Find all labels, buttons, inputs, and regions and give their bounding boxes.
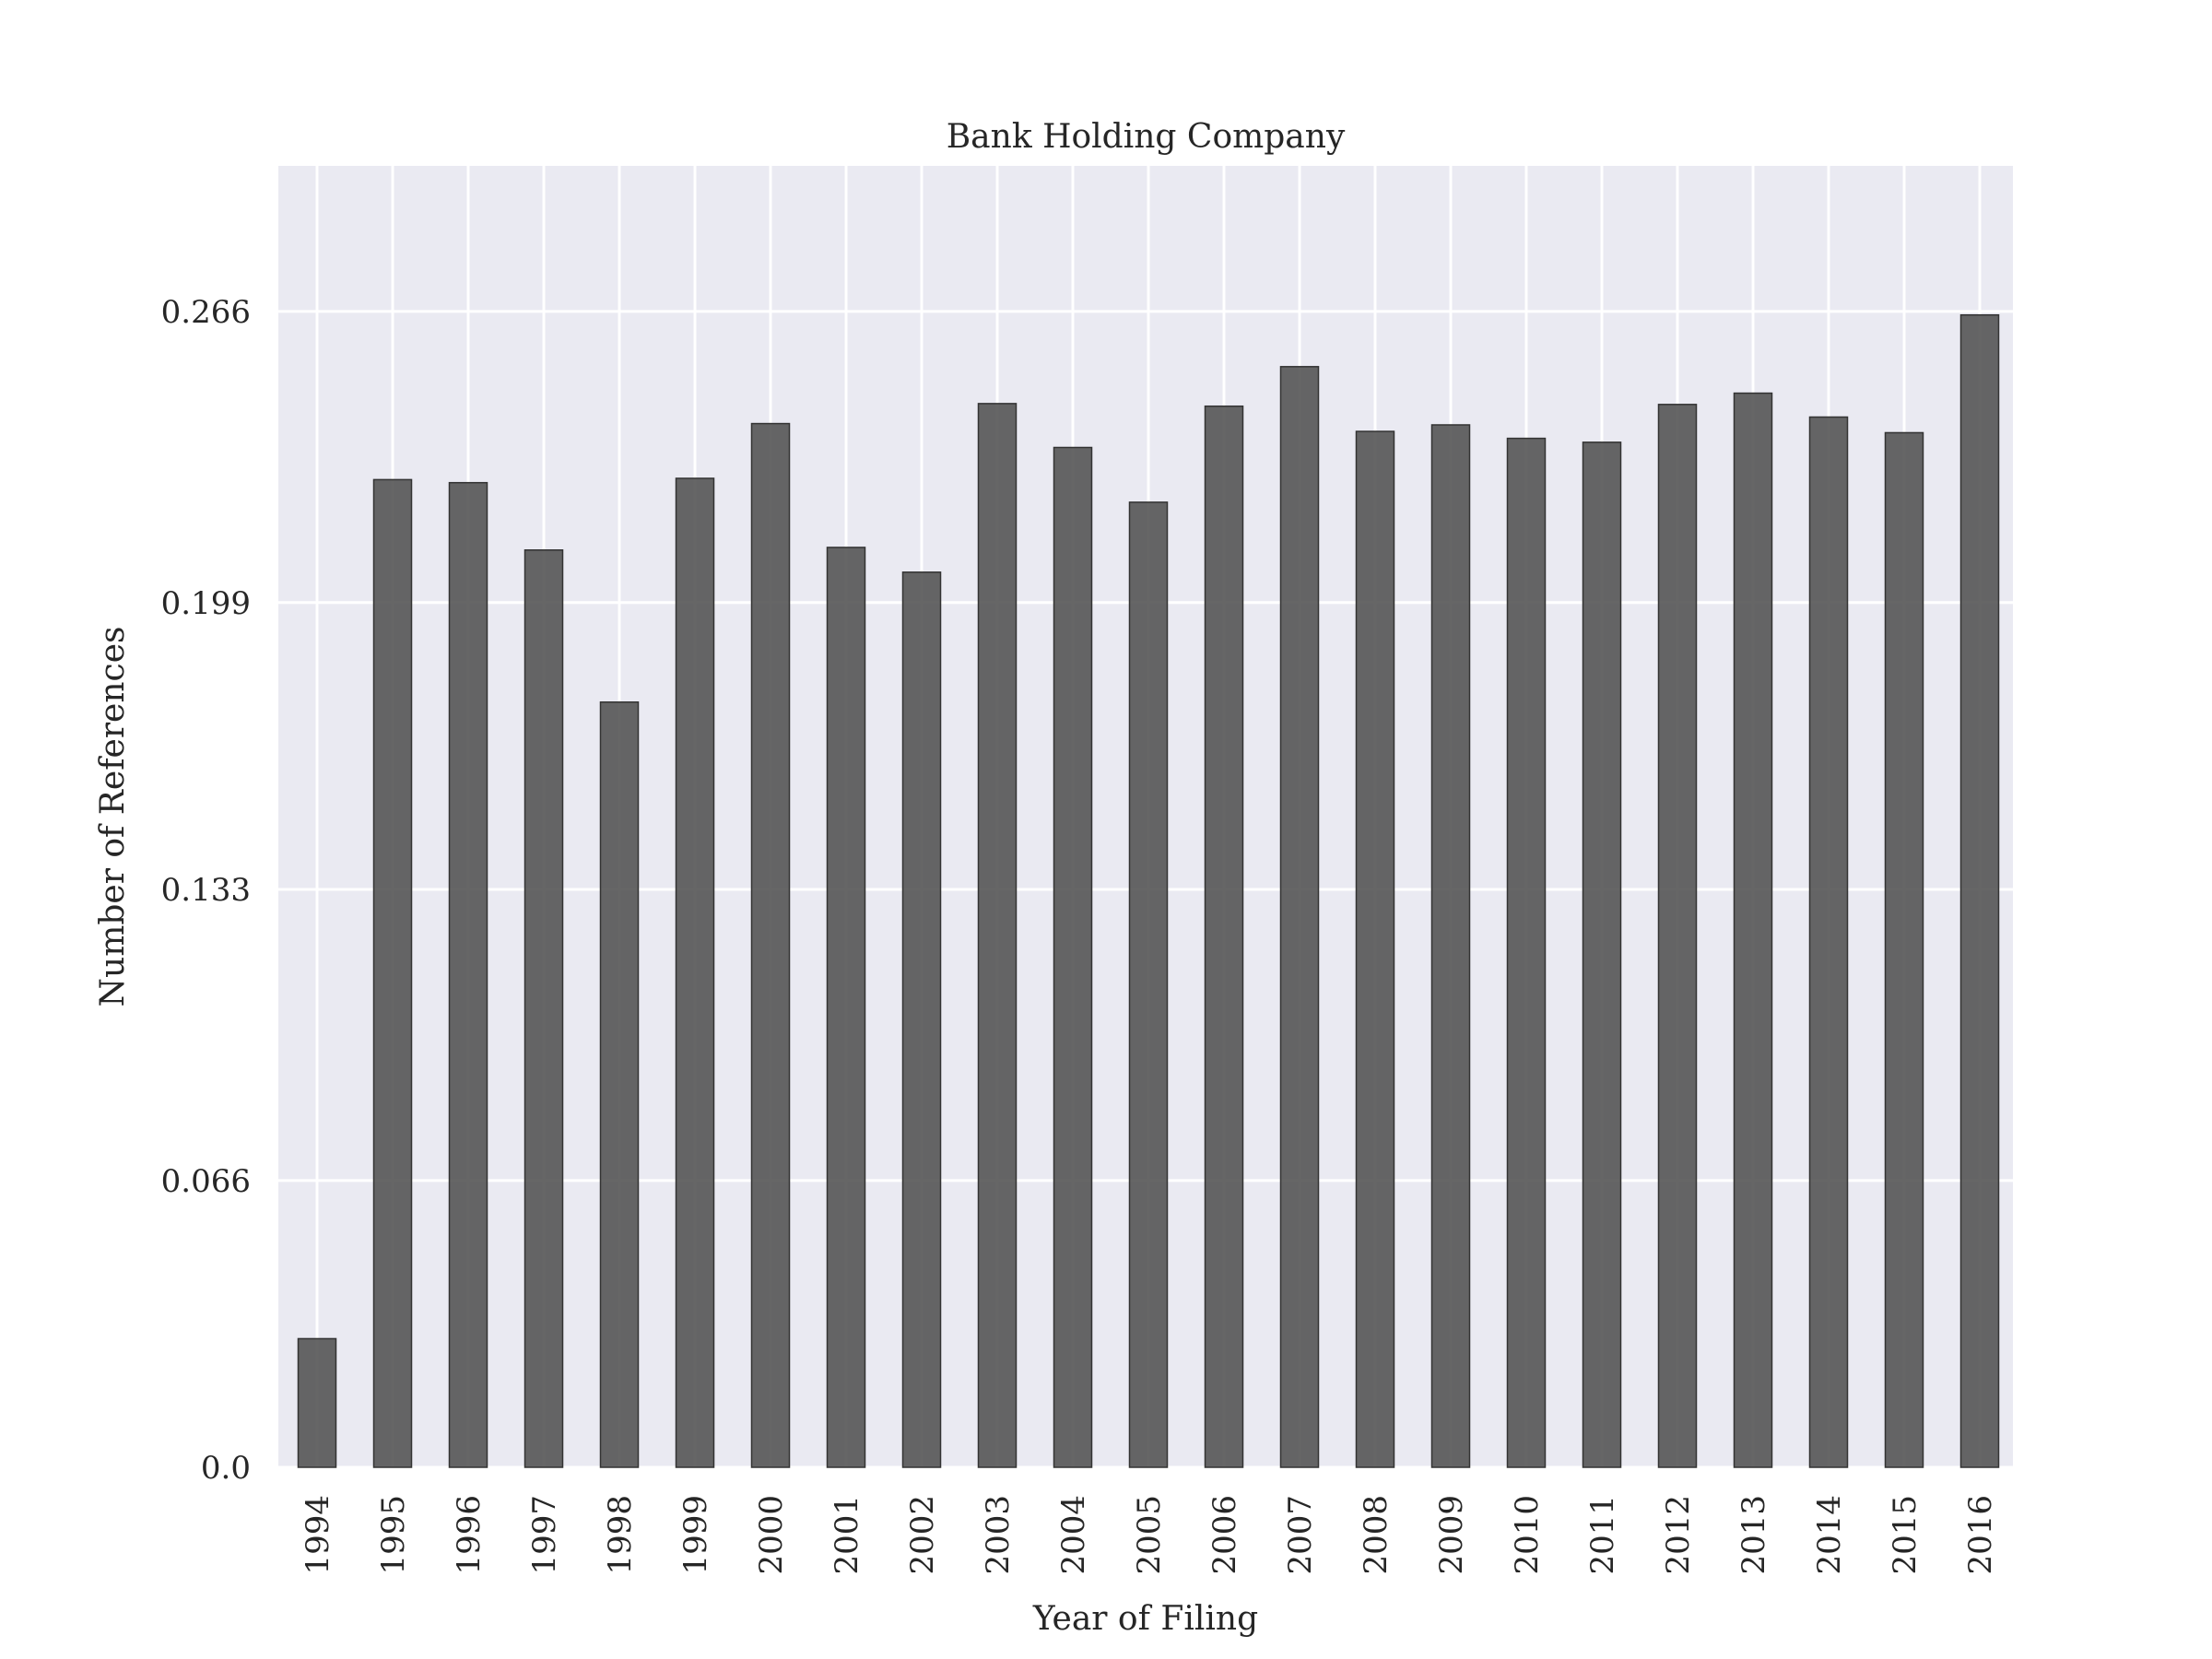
x-tick-label: 2000	[753, 1495, 790, 1575]
bar-2008	[1355, 430, 1395, 1468]
bar-1995	[372, 478, 413, 1468]
x-tick-label: 1996	[451, 1495, 488, 1575]
bar-2010	[1506, 437, 1547, 1468]
x-tick-label: 2010	[1509, 1495, 1546, 1575]
y-tick-label: 0.133	[161, 872, 251, 909]
x-tick-label: 2012	[1660, 1495, 1697, 1575]
bar-2009	[1430, 424, 1471, 1468]
x-tick-label: 2006	[1206, 1495, 1243, 1575]
bar-1999	[675, 477, 715, 1468]
bar-2003	[977, 403, 1018, 1468]
bar-2006	[1204, 405, 1244, 1468]
x-tick-label: 2016	[1962, 1495, 1999, 1575]
x-tick-label: 2009	[1433, 1495, 1470, 1575]
x-tick-label: 1995	[375, 1495, 412, 1575]
bar-2015	[1884, 431, 1924, 1468]
bar-1997	[524, 549, 564, 1468]
y-axis-label: Number of References	[94, 627, 132, 1007]
x-tick-label: 2014	[1811, 1495, 1848, 1575]
bar-1998	[599, 701, 640, 1468]
bar-2007	[1279, 366, 1320, 1468]
bar-2016	[1959, 313, 2000, 1468]
x-tick-label: 2011	[1584, 1495, 1621, 1575]
x-tick-label: 2004	[1055, 1495, 1092, 1575]
bar-2005	[1128, 501, 1169, 1468]
x-tick-label: 1997	[526, 1495, 563, 1575]
x-tick-label: 2003	[980, 1495, 1017, 1575]
x-tick-label: 2008	[1358, 1495, 1394, 1575]
bar-2012	[1657, 404, 1698, 1468]
bar-2014	[1808, 416, 1849, 1468]
x-tick-labels: 1994 1995 1996 1997 1998 1999 2000 2001 2002 2003…	[300, 1495, 1999, 1575]
bars	[297, 313, 2000, 1468]
bar-2013	[1733, 392, 1773, 1468]
bar-2001	[826, 547, 866, 1468]
x-tick-label: 2007	[1282, 1495, 1319, 1575]
x-tick-label: 1998	[602, 1495, 639, 1575]
y-tick-label: 0.066	[161, 1163, 251, 1200]
bar-2002	[901, 571, 942, 1468]
bar-1994	[297, 1337, 337, 1468]
x-tick-label: 2001	[829, 1495, 865, 1575]
x-tick-label: 2015	[1887, 1495, 1924, 1575]
x-tick-label: 2002	[904, 1495, 941, 1575]
chart-title: Bank Holding Company	[947, 118, 1346, 156]
x-tick-label: 2013	[1735, 1495, 1772, 1575]
bar-1996	[448, 481, 488, 1468]
y-tick-label: 0.0	[201, 1450, 251, 1487]
bar-2000	[750, 422, 791, 1468]
x-axis-label: Year of Filing	[1032, 1600, 1258, 1638]
y-tick-label: 0.266	[161, 294, 251, 331]
x-tick-label: 1999	[677, 1495, 714, 1575]
y-tick-label: 0.199	[161, 585, 251, 622]
bar-2004	[1053, 446, 1093, 1468]
y-tick-labels: 0.0 0.066 0.133 0.199 0.266	[161, 294, 251, 1487]
x-tick-label: 1994	[300, 1495, 336, 1575]
x-tick-label: 2005	[1131, 1495, 1168, 1575]
bar-2011	[1582, 441, 1622, 1468]
